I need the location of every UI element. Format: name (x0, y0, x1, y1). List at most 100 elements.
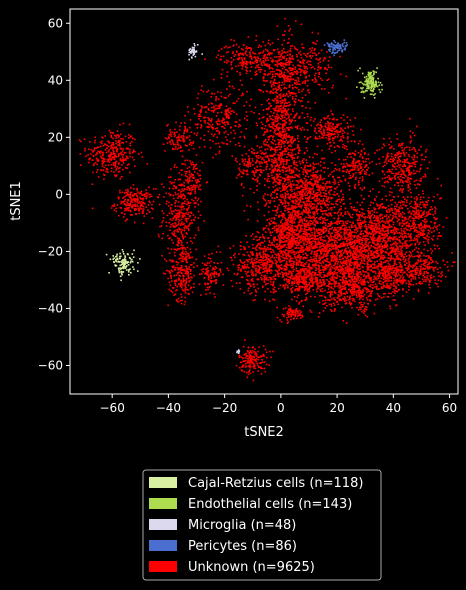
data-point (304, 169, 307, 171)
data-point (247, 36, 250, 38)
data-point (336, 136, 339, 138)
data-point (179, 269, 182, 272)
data-point (385, 225, 387, 228)
data-point (182, 258, 184, 260)
data-point (187, 202, 190, 205)
data-point (201, 161, 204, 164)
data-point (101, 163, 104, 165)
data-point (420, 180, 422, 182)
data-point (283, 141, 286, 144)
data-point (170, 260, 173, 263)
data-point (340, 138, 342, 141)
data-point (252, 170, 254, 172)
data-point (391, 155, 393, 158)
data-point (302, 201, 305, 203)
data-point (420, 216, 422, 219)
data-point (280, 163, 282, 166)
data-point (272, 119, 274, 121)
data-point (305, 180, 307, 182)
data-point (239, 71, 241, 74)
data-point (246, 361, 249, 364)
data-point (193, 177, 195, 179)
data-point (276, 97, 279, 99)
data-point (297, 315, 299, 317)
data-point (318, 135, 321, 138)
data-point (257, 350, 259, 353)
data-point (344, 179, 347, 182)
data-point (255, 70, 258, 73)
data-point (182, 281, 184, 283)
data-point (274, 143, 277, 146)
data-point (400, 188, 402, 190)
data-point (140, 208, 143, 210)
data-point (282, 166, 285, 169)
data-point (424, 204, 427, 206)
data-point (250, 77, 253, 80)
data-point (276, 211, 278, 214)
data-point (119, 133, 122, 136)
data-point (276, 193, 278, 195)
data-point (166, 138, 168, 140)
data-point (90, 149, 93, 151)
data-point (289, 154, 291, 157)
data-point (162, 219, 165, 222)
data-point (341, 128, 344, 131)
data-point (248, 161, 251, 163)
data-point (134, 203, 137, 206)
data-point (410, 196, 413, 198)
data-point (187, 225, 190, 227)
data-point (254, 60, 256, 63)
data-point (191, 188, 194, 191)
data-point (309, 136, 312, 138)
data-point (426, 214, 428, 217)
data-point (271, 166, 273, 168)
data-point (268, 137, 270, 139)
data-point (411, 171, 413, 174)
data-point (329, 189, 331, 192)
data-point (175, 218, 178, 220)
data-point (357, 142, 360, 145)
data-point (185, 273, 188, 275)
data-point (268, 65, 270, 67)
data-point (108, 155, 110, 158)
data-point (193, 237, 196, 239)
data-point (266, 156, 269, 159)
data-point (243, 164, 246, 167)
data-point (424, 156, 427, 158)
data-point (428, 161, 431, 164)
data-point (110, 170, 113, 173)
data-point (303, 223, 305, 225)
data-point (235, 364, 238, 367)
data-point (245, 365, 247, 367)
data-point (323, 56, 326, 59)
data-point (399, 155, 401, 157)
data-point (408, 155, 411, 158)
data-point (271, 141, 273, 144)
data-point (103, 173, 105, 176)
data-point (270, 52, 272, 55)
data-point (319, 174, 321, 177)
data-point (339, 179, 342, 182)
data-point (245, 362, 247, 365)
data-point (322, 199, 325, 202)
data-point (294, 66, 297, 68)
data-point (287, 113, 289, 115)
data-point (304, 82, 306, 85)
data-point (351, 168, 353, 171)
data-point (314, 129, 316, 131)
data-point (292, 169, 295, 172)
data-point (280, 214, 283, 217)
data-point (266, 113, 269, 116)
data-point (190, 144, 193, 147)
data-point (186, 175, 189, 178)
data-point (124, 135, 127, 138)
data-point (276, 25, 279, 27)
data-point (225, 136, 227, 138)
data-point (299, 179, 301, 181)
data-point (258, 356, 260, 359)
data-point (267, 177, 269, 180)
data-point (286, 102, 288, 105)
data-point (312, 189, 315, 192)
data-point (229, 93, 231, 96)
data-point (319, 57, 321, 59)
